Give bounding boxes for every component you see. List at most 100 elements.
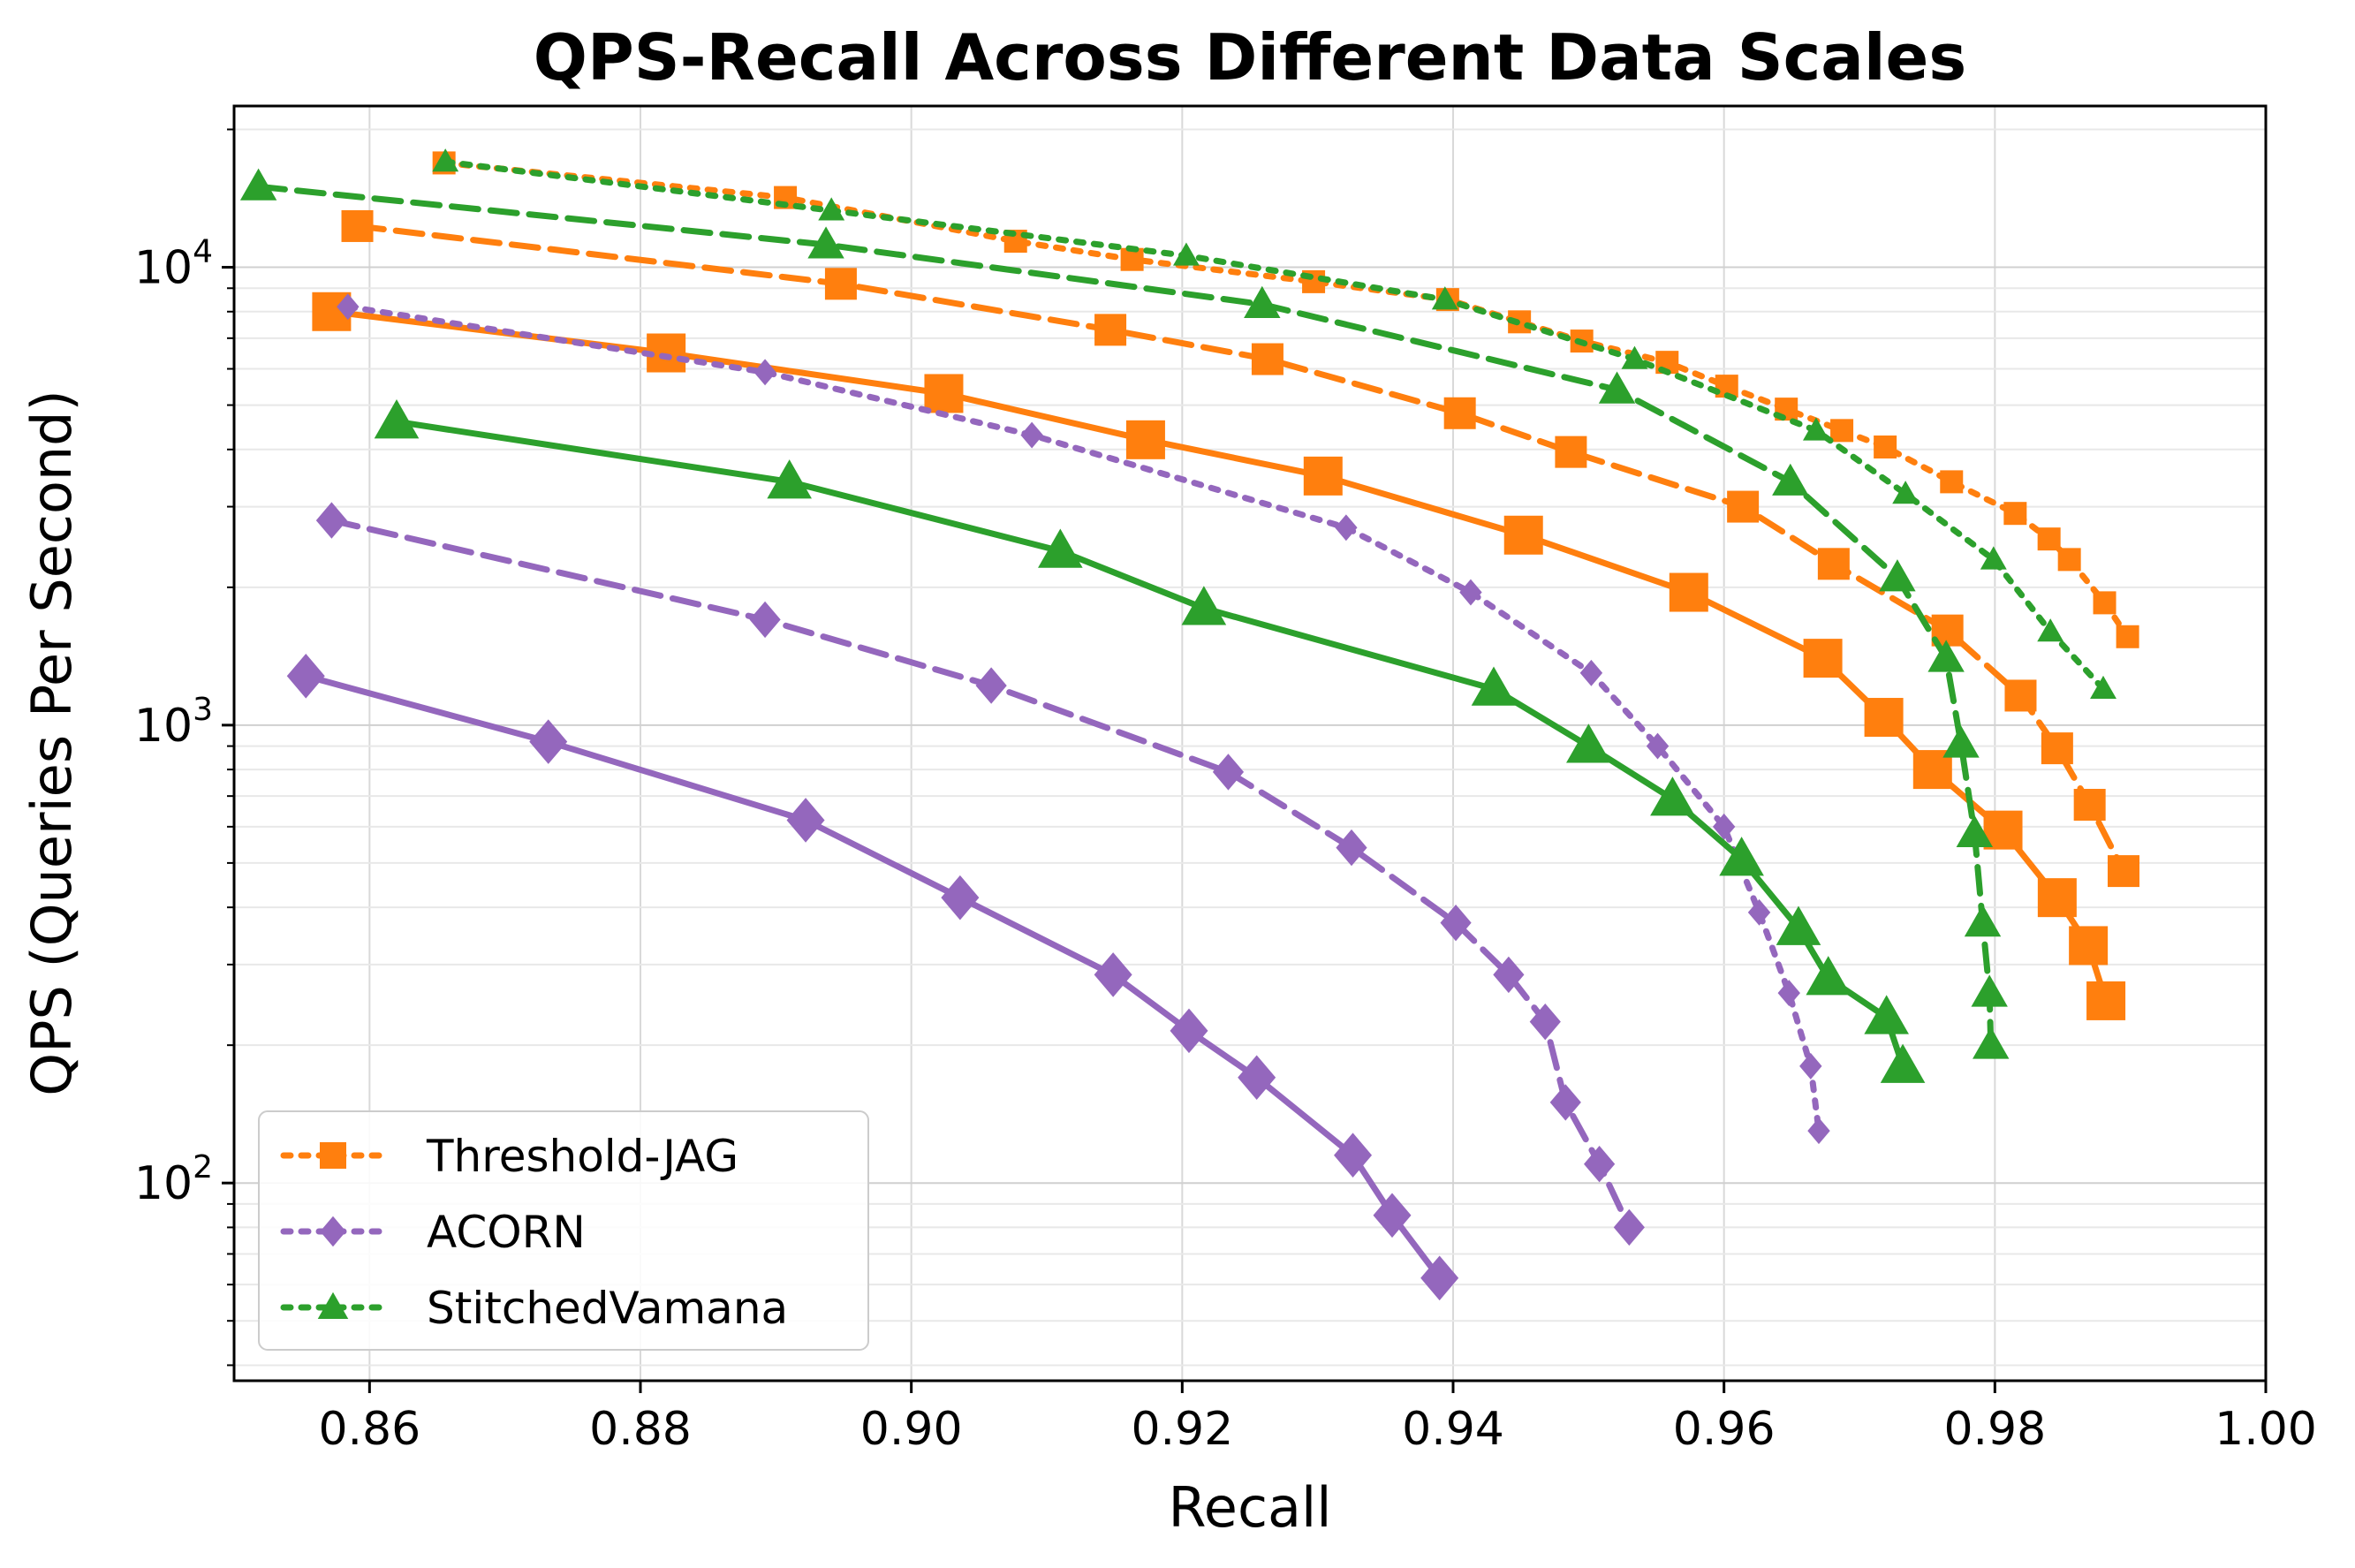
chart-title: QPS-Recall Across Different Data Scales <box>534 20 1966 95</box>
legend-label: StitchedVamana <box>427 1283 788 1334</box>
data-point <box>924 374 964 413</box>
data-point <box>1170 1008 1208 1054</box>
data-point <box>1777 980 1800 1007</box>
data-point <box>1334 1132 1373 1178</box>
data-point <box>2004 679 2037 712</box>
data-point <box>1181 586 1227 625</box>
data-point <box>1719 837 1764 876</box>
data-point <box>341 209 374 242</box>
data-point <box>1772 463 1809 496</box>
data-point <box>975 667 1007 704</box>
data-point <box>1459 579 1482 606</box>
data-point <box>1443 397 1476 429</box>
data-point <box>786 798 825 843</box>
data-point <box>2086 981 2126 1020</box>
series-acorn-solid <box>286 653 1459 1301</box>
data-point <box>1927 640 1965 672</box>
data-point <box>1940 470 1964 494</box>
data-point <box>2057 548 2081 572</box>
data-point <box>1529 1003 1561 1041</box>
y-tick-label: 102 <box>134 1149 213 1210</box>
data-point <box>1584 1146 1616 1183</box>
y-tick-exponent: 2 <box>193 1149 213 1185</box>
data-point <box>824 268 857 300</box>
y-tick-base: 10 <box>134 1157 193 1210</box>
series-acorn-dotted <box>337 293 1830 1145</box>
y-tick-exponent: 4 <box>193 234 213 270</box>
data-point <box>1807 1117 1830 1145</box>
data-point <box>1880 1043 1926 1083</box>
data-point <box>1892 481 1920 504</box>
series-stitchedvamana-dotted <box>432 148 2116 700</box>
data-point <box>1747 898 1771 926</box>
data-point <box>767 459 812 499</box>
data-point <box>2037 878 2077 918</box>
data-point <box>1471 666 1517 706</box>
data-point <box>2093 591 2116 615</box>
series-stitchedvamana-dashed <box>239 168 2010 1059</box>
series-stitchedvamana-solid <box>374 399 1926 1083</box>
legend: Threshold-JAG ACORN StitchedVamana <box>258 1110 869 1351</box>
data-point <box>1650 776 1695 816</box>
y-tick-label: 103 <box>134 692 213 753</box>
data-point <box>1303 456 1343 496</box>
data-point <box>2108 855 2139 888</box>
data-point <box>1646 732 1670 760</box>
series-threshold-jag-dashed <box>341 209 2139 888</box>
legend-item-acorn: ACORN <box>280 1207 586 1258</box>
legend-marker <box>320 1142 346 1169</box>
data-point <box>1373 1193 1412 1238</box>
data-point <box>1964 904 2002 937</box>
data-point <box>1420 1255 1459 1301</box>
series-line <box>345 303 1822 1134</box>
data-point <box>1549 1084 1581 1121</box>
data-point <box>1803 639 1843 678</box>
x-tick-label: 0.92 <box>1131 1403 1233 1456</box>
data-point <box>1212 754 1245 791</box>
data-point <box>2116 625 2139 648</box>
data-point <box>2041 732 2073 765</box>
data-point <box>818 197 845 221</box>
x-tick-label: 0.88 <box>589 1403 692 1456</box>
data-point <box>1579 659 1603 686</box>
data-point <box>1038 528 1083 568</box>
data-point <box>941 875 980 920</box>
data-point <box>1864 995 1909 1034</box>
data-point <box>1727 490 1760 523</box>
x-tick-label: 0.96 <box>1673 1403 1776 1456</box>
legend-label: Threshold-JAG <box>426 1131 738 1182</box>
data-point <box>2069 926 2109 966</box>
data-point <box>1830 419 1854 443</box>
series-acorn-dashed <box>315 502 1645 1246</box>
data-point <box>1817 548 1850 580</box>
data-point <box>749 601 781 639</box>
plot-frame <box>232 104 2268 1382</box>
data-point <box>1125 420 1165 459</box>
data-point <box>1238 1055 1276 1101</box>
data-point <box>1776 905 1821 945</box>
data-point <box>2003 502 2027 526</box>
data-point <box>2090 675 2116 700</box>
x-tick-label: 0.86 <box>318 1403 420 1456</box>
legend-marker <box>317 1292 349 1319</box>
data-point <box>374 399 420 439</box>
data-point <box>1094 952 1132 997</box>
data-point <box>1806 956 1851 996</box>
legend-box <box>258 1110 869 1351</box>
axis-ticks: 0.86 0.88 0.90 0.92 0.94 0.96 0.98 1.0010210310… <box>134 128 2317 1456</box>
data-point <box>337 293 360 321</box>
y-tick-base: 10 <box>134 700 193 753</box>
legend-item-stitchedvamana: StitchedVamana <box>280 1283 788 1334</box>
y-tick-label: 104 <box>134 234 213 295</box>
data-point <box>1956 814 1994 848</box>
x-tick-label: 1.00 <box>2215 1403 2317 1456</box>
data-point <box>1431 286 1458 310</box>
data-point <box>1335 514 1358 542</box>
data-point <box>1971 974 2008 1007</box>
plot-series <box>239 148 2139 1301</box>
data-point <box>1942 725 1980 758</box>
data-point <box>1555 436 1587 468</box>
x-axis-label: Recall <box>1169 1475 1332 1540</box>
x-tick-label: 0.98 <box>1943 1403 2046 1456</box>
